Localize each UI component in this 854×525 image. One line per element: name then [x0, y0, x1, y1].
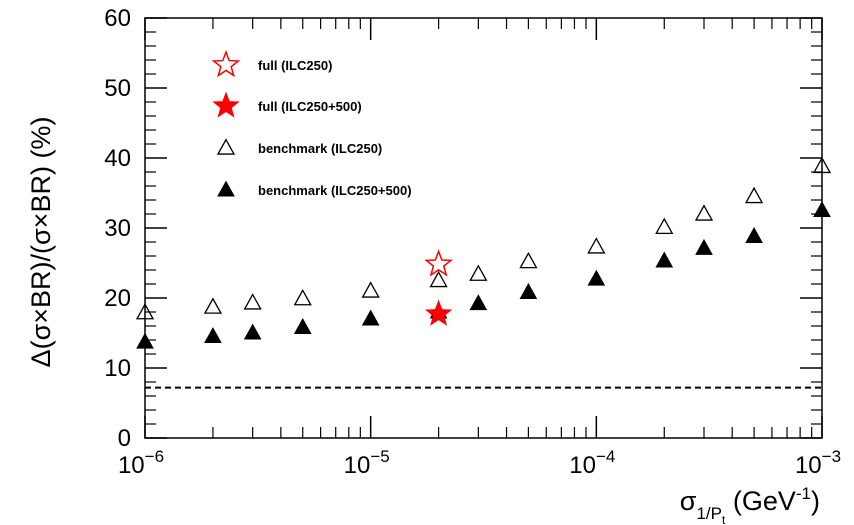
x-axis-title-symbol: σ — [680, 486, 697, 516]
data-point-filled-triangle — [655, 251, 674, 268]
legend-label: full (ILC250+500) — [258, 99, 362, 114]
legend-label: full (ILC250) — [258, 58, 332, 73]
y-tick-label: 30 — [104, 215, 131, 242]
x-axis-title-subsubscript: t — [722, 513, 726, 525]
data-points — [135, 156, 832, 349]
legend-marker-filled-triangle — [217, 180, 235, 197]
x-tick-label-exponent: −3 — [822, 447, 841, 466]
legend-marker-open-triangle — [216, 138, 236, 155]
data-point-filled-triangle — [587, 269, 606, 286]
x-axis-title-unit-close: ) — [811, 486, 820, 516]
data-point-filled-triangle — [243, 323, 262, 340]
x-tick-label: 10−5 — [344, 447, 390, 479]
x-tick-label-base: 10 — [344, 452, 371, 479]
x-axis-title-unit: (GeV — [725, 486, 796, 516]
x-axis-title-subscript: 1/P — [696, 504, 722, 523]
data-point-filled-triangle — [361, 309, 380, 326]
data-point-filled-triangle — [519, 283, 538, 299]
x-tick-label-exponent: −4 — [596, 447, 615, 466]
x-tick-label-exponent: −5 — [370, 447, 389, 466]
plot-area-border — [144, 17, 823, 439]
data-point-filled-triangle — [813, 201, 831, 218]
x-tick-label-base: 10 — [569, 452, 596, 479]
data-point-open-triangle — [243, 293, 262, 310]
y-tick-label: 10 — [104, 355, 131, 382]
x-tick-label: 10−3 — [795, 447, 841, 479]
data-point-open-star — [424, 249, 453, 277]
x-axis-title: σ1/Pt (GeV-1) — [680, 484, 820, 525]
y-tick-label: 40 — [104, 145, 131, 172]
legend-label: benchmark (ILC250+500) — [258, 183, 412, 198]
data-point-open-triangle — [293, 289, 312, 306]
data-point-open-triangle — [812, 156, 832, 174]
y-tick-label: 50 — [104, 75, 131, 102]
x-axis-title-unit-exponent: -1 — [796, 484, 811, 503]
x-tick-label: 10−6 — [118, 447, 164, 479]
legend-marker-open-star — [211, 49, 241, 78]
data-point-filled-triangle — [136, 332, 154, 349]
data-point-filled-triangle — [469, 294, 488, 311]
legend-label: benchmark (ILC250) — [258, 141, 382, 156]
legend: full (ILC250) full (ILC250+500) benchmark … — [211, 49, 412, 198]
data-point-filled-triangle — [293, 318, 312, 334]
data-point-open-triangle — [135, 303, 155, 320]
data-point-open-triangle — [361, 281, 380, 298]
y-tick-label: 0 — [118, 425, 131, 452]
data-point-filled-triangle — [745, 227, 763, 243]
data-point-filled-triangle — [204, 327, 222, 344]
data-point-open-triangle — [655, 217, 674, 234]
x-tick-label-exponent: −6 — [145, 447, 164, 466]
data-point-filled-star — [424, 299, 453, 326]
legend-marker-filled-star — [212, 91, 240, 118]
y-tick-label: 20 — [104, 285, 131, 312]
data-point-open-triangle — [694, 204, 714, 221]
x-tick-label-base: 10 — [795, 452, 822, 479]
y-tick-label: 60 — [104, 5, 131, 32]
data-point-open-triangle — [519, 251, 538, 269]
x-tick-label: 10−4 — [569, 447, 615, 479]
data-point-open-triangle — [744, 186, 764, 204]
y-axis-title: Δ(σ×BR)/(σ×BR) (%) — [26, 117, 56, 368]
data-point-open-triangle — [203, 297, 223, 314]
data-point-open-triangle — [469, 264, 488, 281]
x-tick-label-base: 10 — [118, 452, 145, 479]
plot-frame — [144, 17, 823, 439]
data-point-open-triangle — [587, 237, 606, 254]
data-point-open-triangle — [429, 270, 448, 288]
data-point-filled-triangle — [695, 238, 713, 255]
